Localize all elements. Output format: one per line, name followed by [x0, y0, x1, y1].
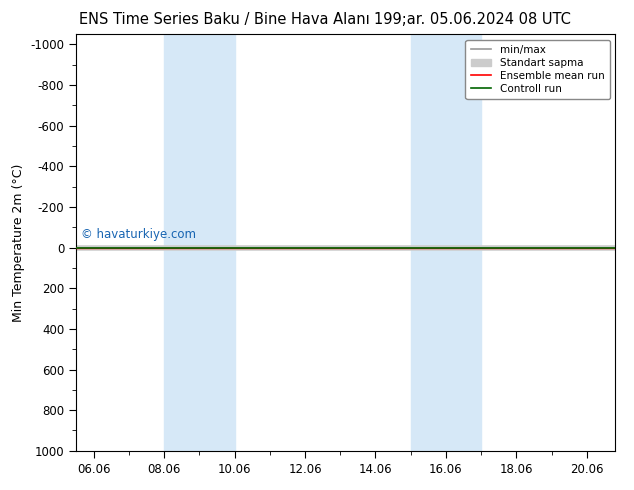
Bar [411, 34, 481, 451]
Text: © havaturkiye.com: © havaturkiye.com [81, 228, 197, 242]
Text: ENS Time Series Baku / Bine Hava Alanı: ENS Time Series Baku / Bine Hava Alanı [79, 12, 370, 27]
Bar [164, 34, 235, 451]
Legend: min/max, Standart sapma, Ensemble mean run, Controll run: min/max, Standart sapma, Ensemble mean r… [465, 40, 610, 99]
Text: 199;ar. 05.06.2024 08 UTC: 199;ar. 05.06.2024 08 UTC [373, 12, 571, 27]
Y-axis label: Min Temperature 2m (°C): Min Temperature 2m (°C) [11, 163, 25, 322]
